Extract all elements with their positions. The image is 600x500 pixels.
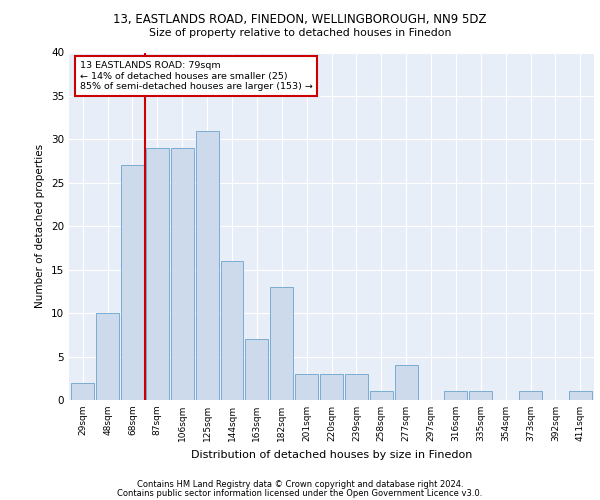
Bar [370,392,393,400]
Bar [445,392,467,400]
Bar [569,392,592,400]
Bar [295,374,318,400]
Bar [171,148,194,400]
Bar [71,382,94,400]
Text: 13, EASTLANDS ROAD, FINEDON, WELLINGBOROUGH, NN9 5DZ: 13, EASTLANDS ROAD, FINEDON, WELLINGBORO… [113,12,487,26]
Y-axis label: Number of detached properties: Number of detached properties [35,144,46,308]
Bar [395,365,418,400]
Text: Size of property relative to detached houses in Finedon: Size of property relative to detached ho… [149,28,451,38]
Text: Contains public sector information licensed under the Open Government Licence v3: Contains public sector information licen… [118,488,482,498]
Bar [221,261,244,400]
Bar [96,313,119,400]
X-axis label: Distribution of detached houses by size in Finedon: Distribution of detached houses by size … [191,450,472,460]
Text: Contains HM Land Registry data © Crown copyright and database right 2024.: Contains HM Land Registry data © Crown c… [137,480,463,489]
Bar [245,339,268,400]
Bar [121,166,144,400]
Bar [320,374,343,400]
Bar [196,130,218,400]
Bar [469,392,492,400]
Bar [345,374,368,400]
Bar [270,287,293,400]
Text: 13 EASTLANDS ROAD: 79sqm
← 14% of detached houses are smaller (25)
85% of semi-d: 13 EASTLANDS ROAD: 79sqm ← 14% of detach… [79,61,313,91]
Bar [519,392,542,400]
Bar [146,148,169,400]
